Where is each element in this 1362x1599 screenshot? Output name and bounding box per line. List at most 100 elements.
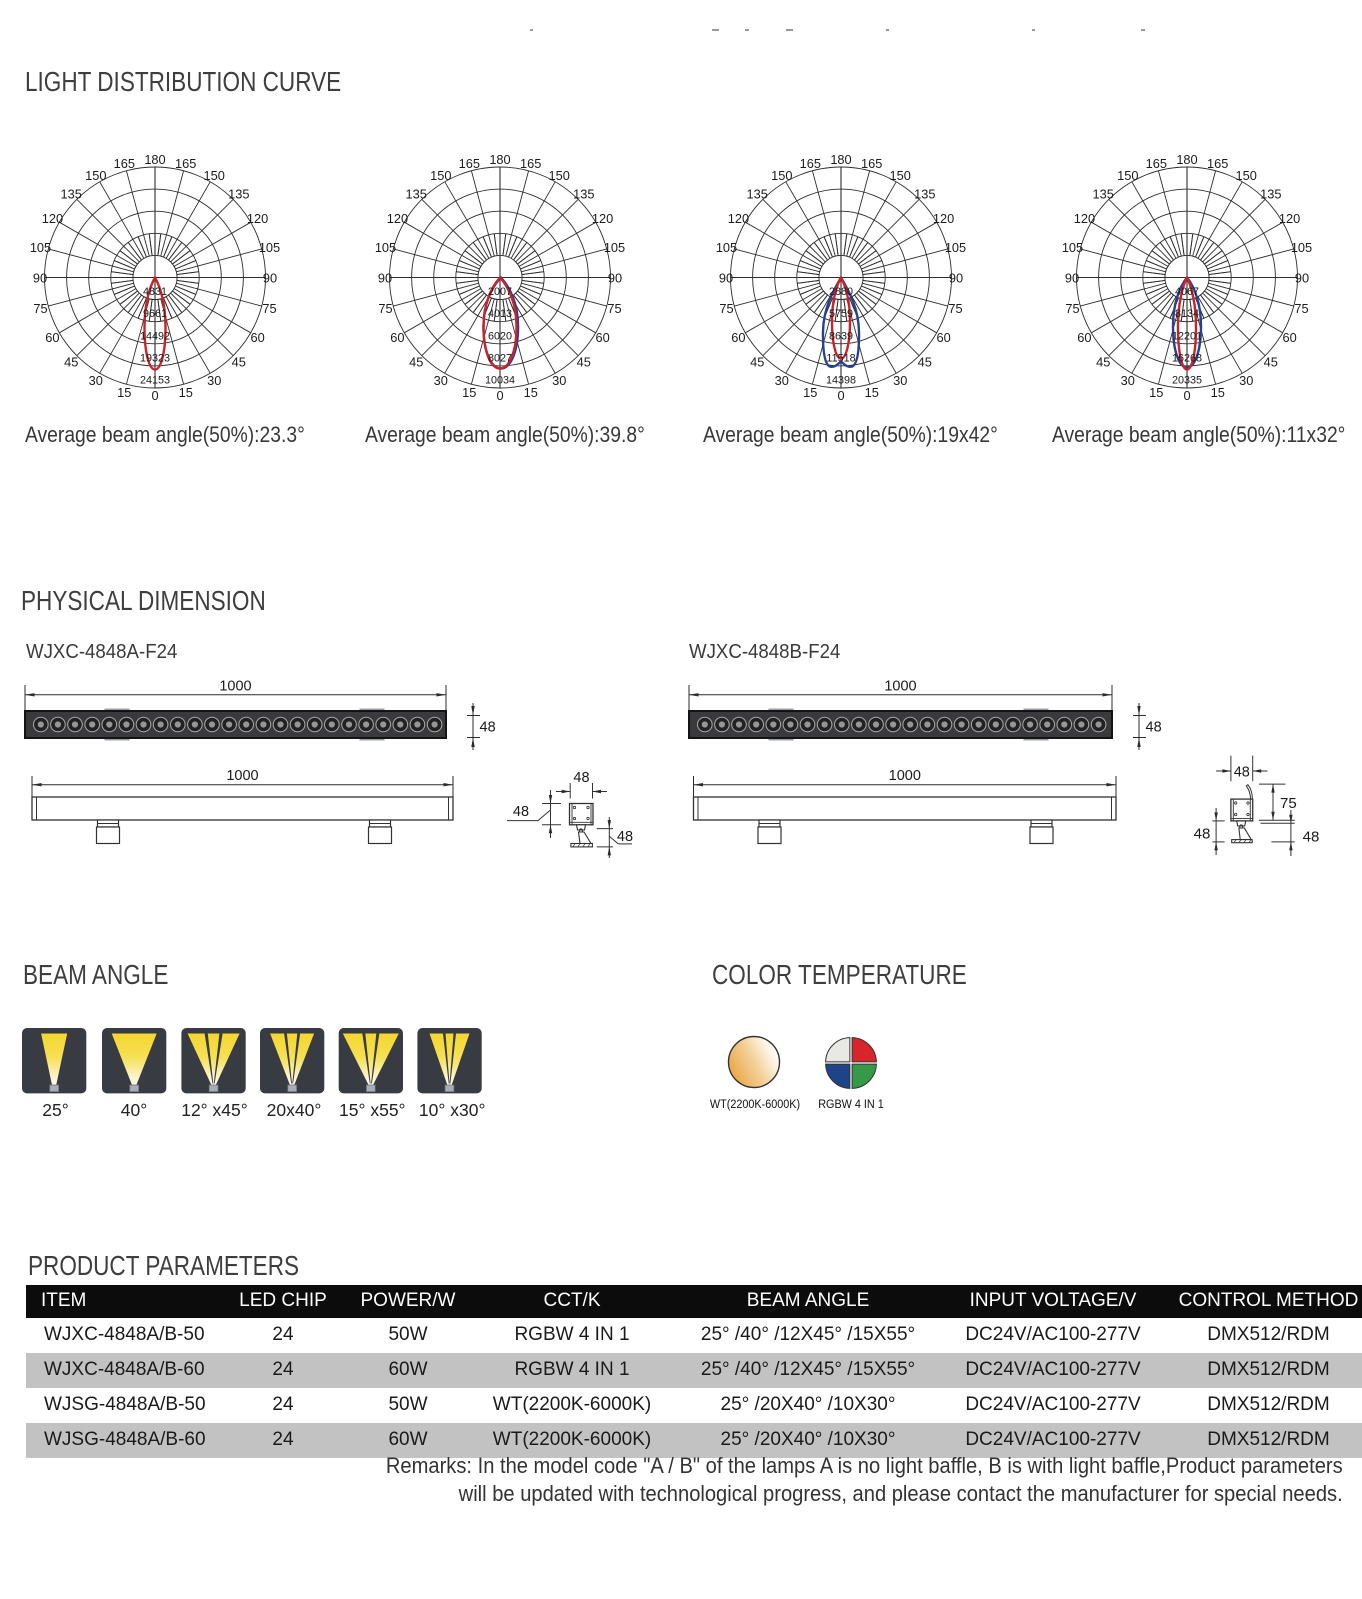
svg-text:48: 48 (480, 720, 496, 736)
svg-text:150: 150 (430, 168, 451, 183)
svg-text:90: 90 (378, 271, 392, 286)
svg-text:48: 48 (1234, 765, 1250, 781)
svg-text:15: 15 (462, 385, 476, 400)
svg-text:45: 45 (409, 354, 423, 369)
svg-text:16268: 16268 (1172, 352, 1202, 364)
svg-text:180: 180 (489, 152, 510, 167)
svg-text:180: 180 (1176, 152, 1197, 167)
svg-text:180: 180 (144, 152, 165, 167)
svg-text:75: 75 (1065, 301, 1079, 316)
svg-text:120: 120 (1074, 211, 1095, 226)
svg-text:48: 48 (1194, 826, 1211, 843)
svg-text:75: 75 (948, 301, 962, 316)
svg-text:90: 90 (263, 271, 277, 286)
svg-text:48: 48 (1303, 829, 1320, 846)
svg-text:60: 60 (595, 330, 609, 345)
svg-text:135: 135 (573, 187, 594, 202)
svg-text:45: 45 (918, 354, 932, 369)
svg-text:1000: 1000 (889, 768, 921, 784)
svg-text:15: 15 (1149, 385, 1163, 400)
svg-text:45: 45 (232, 354, 246, 369)
svg-text:150: 150 (204, 168, 225, 183)
svg-text:60: 60 (250, 330, 264, 345)
svg-text:90: 90 (608, 271, 622, 286)
svg-text:5759: 5759 (829, 308, 853, 320)
svg-text:1000: 1000 (226, 768, 258, 784)
svg-text:120: 120 (933, 211, 954, 226)
svg-text:4013: 4013 (488, 308, 512, 320)
svg-text:105: 105 (259, 240, 280, 255)
svg-text:150: 150 (1236, 168, 1257, 183)
svg-text:15: 15 (117, 385, 131, 400)
svg-text:150: 150 (1117, 168, 1138, 183)
svg-text:75: 75 (1280, 795, 1297, 812)
svg-text:135: 135 (406, 187, 427, 202)
svg-text:120: 120 (387, 211, 408, 226)
svg-text:180: 180 (830, 152, 851, 167)
svg-text:45: 45 (64, 354, 78, 369)
svg-text:0: 0 (837, 388, 844, 403)
svg-text:60: 60 (936, 330, 950, 345)
svg-text:165: 165 (114, 156, 135, 171)
svg-text:0: 0 (151, 388, 158, 403)
svg-text:30: 30 (775, 373, 789, 388)
svg-text:135: 135 (1260, 187, 1281, 202)
svg-text:15: 15 (179, 385, 193, 400)
svg-text:90: 90 (33, 271, 47, 286)
svg-text:30: 30 (893, 373, 907, 388)
svg-text:8639: 8639 (829, 330, 853, 342)
svg-text:45: 45 (1096, 354, 1110, 369)
svg-text:120: 120 (1279, 211, 1300, 226)
svg-text:150: 150 (549, 168, 570, 183)
svg-text:165: 165 (861, 156, 882, 171)
svg-text:135: 135 (914, 187, 935, 202)
svg-text:165: 165 (1207, 156, 1228, 171)
svg-text:48: 48 (513, 804, 529, 820)
svg-text:14398: 14398 (826, 375, 856, 387)
svg-text:30: 30 (207, 373, 221, 388)
svg-text:15: 15 (1211, 385, 1225, 400)
svg-text:1000: 1000 (884, 678, 916, 694)
svg-text:105: 105 (1062, 240, 1083, 255)
svg-text:75: 75 (607, 301, 621, 316)
svg-text:135: 135 (747, 187, 768, 202)
svg-text:165: 165 (520, 156, 541, 171)
svg-text:14492: 14492 (140, 330, 170, 342)
svg-text:75: 75 (1294, 301, 1308, 316)
svg-text:75: 75 (378, 301, 392, 316)
svg-text:19323: 19323 (140, 352, 170, 364)
svg-text:30: 30 (1121, 373, 1135, 388)
svg-text:48: 48 (617, 829, 633, 845)
svg-text:30: 30 (434, 373, 448, 388)
svg-text:9661: 9661 (143, 308, 167, 320)
svg-text:90: 90 (719, 271, 733, 286)
svg-text:120: 120 (42, 211, 63, 226)
svg-text:165: 165 (175, 156, 196, 171)
svg-text:12201: 12201 (1172, 330, 1202, 342)
svg-text:165: 165 (459, 156, 480, 171)
svg-text:30: 30 (1239, 373, 1253, 388)
svg-text:11518: 11518 (826, 352, 855, 364)
svg-text:30: 30 (89, 373, 103, 388)
svg-text:150: 150 (85, 168, 106, 183)
svg-text:0: 0 (1183, 388, 1190, 403)
svg-text:6020: 6020 (488, 330, 512, 342)
svg-text:60: 60 (45, 330, 59, 345)
svg-text:0: 0 (496, 388, 503, 403)
svg-text:24153: 24153 (140, 375, 170, 387)
svg-text:90: 90 (1065, 271, 1079, 286)
svg-text:20335: 20335 (1172, 375, 1202, 387)
svg-text:120: 120 (728, 211, 749, 226)
svg-text:45: 45 (577, 354, 591, 369)
svg-text:120: 120 (247, 211, 268, 226)
svg-text:90: 90 (949, 271, 963, 286)
svg-text:1000: 1000 (219, 678, 251, 694)
svg-text:4831: 4831 (143, 286, 167, 298)
svg-text:48: 48 (573, 770, 589, 786)
svg-text:105: 105 (30, 240, 51, 255)
svg-text:75: 75 (262, 301, 276, 316)
svg-text:75: 75 (719, 301, 733, 316)
svg-text:15: 15 (803, 385, 817, 400)
svg-text:2880: 2880 (829, 286, 853, 298)
svg-text:150: 150 (890, 168, 911, 183)
